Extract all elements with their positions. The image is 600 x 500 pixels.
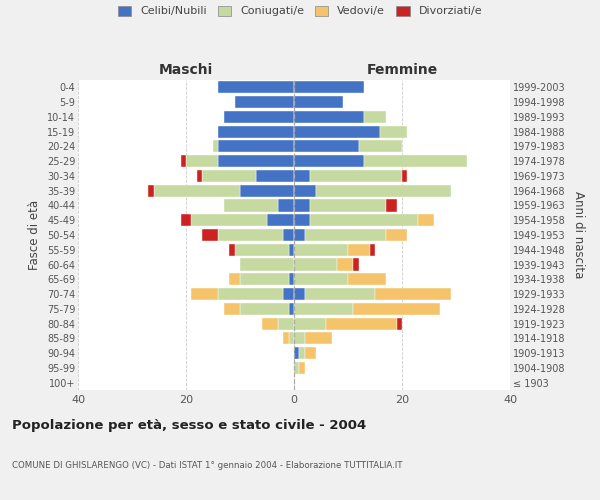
Bar bbox=[294, 273, 348, 285]
Y-axis label: Anni di nascita: Anni di nascita bbox=[572, 192, 585, 278]
Bar bbox=[386, 229, 407, 241]
Bar bbox=[278, 200, 294, 211]
Bar bbox=[294, 96, 343, 108]
Bar bbox=[218, 229, 283, 241]
Bar bbox=[218, 126, 294, 138]
Bar bbox=[235, 244, 289, 256]
Bar bbox=[218, 82, 294, 94]
Bar bbox=[294, 362, 299, 374]
Bar bbox=[181, 155, 186, 167]
Bar bbox=[240, 184, 294, 197]
Bar bbox=[337, 258, 353, 270]
Bar bbox=[289, 332, 294, 344]
Bar bbox=[240, 258, 294, 270]
Bar bbox=[380, 126, 407, 138]
Text: Femmine: Femmine bbox=[367, 64, 437, 78]
Bar bbox=[240, 303, 289, 315]
Bar bbox=[359, 140, 402, 152]
Bar bbox=[364, 155, 467, 167]
Bar bbox=[316, 184, 451, 197]
Bar bbox=[256, 170, 294, 182]
Bar bbox=[235, 96, 294, 108]
Bar bbox=[289, 303, 294, 315]
Bar bbox=[262, 318, 278, 330]
Bar bbox=[294, 258, 337, 270]
Bar bbox=[218, 288, 283, 300]
Bar bbox=[375, 288, 451, 300]
Bar bbox=[397, 318, 402, 330]
Bar bbox=[310, 170, 402, 182]
Bar bbox=[283, 288, 294, 300]
Bar bbox=[213, 140, 218, 152]
Bar bbox=[224, 303, 240, 315]
Bar bbox=[294, 82, 364, 94]
Text: Popolazione per età, sesso e stato civile - 2004: Popolazione per età, sesso e stato civil… bbox=[12, 420, 366, 432]
Bar bbox=[289, 244, 294, 256]
Bar bbox=[154, 184, 240, 197]
Bar bbox=[202, 229, 218, 241]
Bar bbox=[218, 155, 294, 167]
Bar bbox=[310, 200, 386, 211]
Bar bbox=[386, 200, 397, 211]
Bar bbox=[294, 111, 364, 123]
Bar bbox=[294, 184, 316, 197]
Bar bbox=[418, 214, 434, 226]
Bar bbox=[299, 362, 305, 374]
Bar bbox=[294, 140, 359, 152]
Bar bbox=[353, 258, 359, 270]
Bar bbox=[294, 126, 380, 138]
Bar bbox=[294, 229, 305, 241]
Bar bbox=[294, 332, 305, 344]
Bar bbox=[305, 288, 375, 300]
Bar bbox=[240, 273, 289, 285]
Bar bbox=[197, 170, 202, 182]
Bar bbox=[370, 244, 375, 256]
Bar bbox=[148, 184, 154, 197]
Text: COMUNE DI GHISLARENGO (VC) - Dati ISTAT 1° gennaio 2004 - Elaborazione TUTTITALI: COMUNE DI GHISLARENGO (VC) - Dati ISTAT … bbox=[12, 461, 403, 470]
Bar bbox=[202, 170, 256, 182]
Bar bbox=[364, 111, 386, 123]
Y-axis label: Fasce di età: Fasce di età bbox=[28, 200, 41, 270]
Bar bbox=[278, 318, 294, 330]
Bar bbox=[348, 273, 386, 285]
Bar bbox=[294, 288, 305, 300]
Legend: Celibi/Nubili, Coniugati/e, Vedovi/e, Divorziati/e: Celibi/Nubili, Coniugati/e, Vedovi/e, Di… bbox=[118, 6, 482, 16]
Bar bbox=[294, 170, 310, 182]
Bar bbox=[186, 155, 218, 167]
Bar bbox=[229, 244, 235, 256]
Bar bbox=[310, 214, 418, 226]
Bar bbox=[294, 200, 310, 211]
Bar bbox=[305, 347, 316, 359]
Bar bbox=[294, 244, 348, 256]
Bar bbox=[348, 244, 370, 256]
Bar bbox=[294, 303, 353, 315]
Bar bbox=[402, 170, 407, 182]
Bar bbox=[283, 332, 289, 344]
Bar bbox=[326, 318, 397, 330]
Bar bbox=[283, 229, 294, 241]
Bar bbox=[224, 200, 278, 211]
Bar bbox=[294, 318, 326, 330]
Bar bbox=[294, 155, 364, 167]
Bar bbox=[191, 214, 267, 226]
Bar bbox=[299, 347, 305, 359]
Bar bbox=[353, 303, 440, 315]
Bar bbox=[289, 273, 294, 285]
Bar bbox=[229, 273, 240, 285]
Bar bbox=[294, 214, 310, 226]
Bar bbox=[181, 214, 191, 226]
Bar bbox=[305, 229, 386, 241]
Bar bbox=[218, 140, 294, 152]
Bar bbox=[191, 288, 218, 300]
Bar bbox=[294, 347, 299, 359]
Bar bbox=[224, 111, 294, 123]
Bar bbox=[267, 214, 294, 226]
Bar bbox=[305, 332, 332, 344]
Text: Maschi: Maschi bbox=[159, 64, 213, 78]
